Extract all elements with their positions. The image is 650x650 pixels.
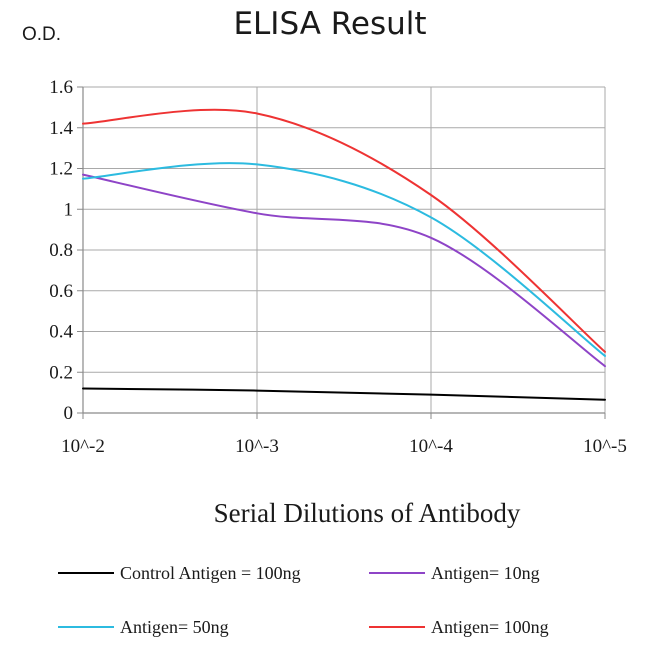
y-tick-labels: 0 0.2 0.4 0.6 0.8 1 1.2 1.4 1.6 (49, 77, 73, 424)
y-tick-label: 0.8 (49, 240, 73, 261)
y-tick-label: 0.6 (49, 281, 73, 302)
chart-title: ELISA Result (233, 6, 426, 42)
x-tick-label: 10^-2 (61, 436, 105, 457)
y-tick-label: 0 (64, 403, 74, 424)
series-lines (82, 108, 606, 401)
x-tick-labels: 10^-2 10^-3 10^-4 10^-5 (61, 436, 627, 457)
x-tick-label: 10^-3 (235, 436, 279, 457)
y-axis-label: O.D. (22, 24, 61, 45)
y-tick-label: 1 (64, 199, 74, 220)
series-line-2 (82, 173, 606, 368)
y-tick-label: 1.2 (49, 159, 73, 180)
y-tick-label: 1.6 (49, 77, 73, 98)
y-tick-label: 0.2 (49, 362, 73, 383)
legend: Control Antigen = 100ng Antigen= 10ng Anti… (58, 563, 549, 637)
y-tick-label: 0.4 (49, 322, 73, 343)
x-tick-label: 10^-5 (583, 436, 627, 457)
legend-label-2: Antigen= 10ng (431, 563, 540, 583)
grid (83, 86, 606, 413)
x-tick-label: 10^-4 (409, 436, 453, 457)
series-line-1 (82, 387, 606, 401)
legend-label-3: Antigen= 50ng (120, 617, 229, 637)
series-line-3 (82, 162, 606, 357)
x-axis-label: Serial Dilutions of Antibody (214, 498, 521, 528)
series-line-4 (82, 108, 606, 353)
y-tick-label: 1.4 (49, 118, 73, 139)
legend-label-1: Control Antigen = 100ng (120, 563, 301, 583)
legend-label-4: Antigen= 100ng (431, 617, 549, 637)
axes (77, 86, 606, 419)
